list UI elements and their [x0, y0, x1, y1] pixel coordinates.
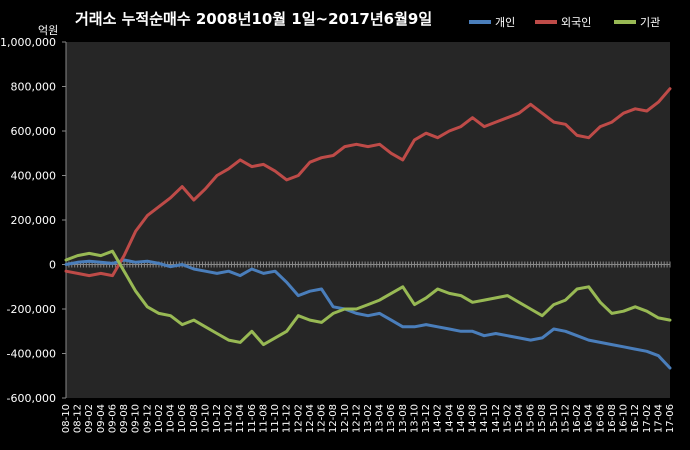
x-tick-label: 12-04	[305, 404, 316, 433]
y-tick-label: 600,000	[11, 125, 57, 138]
y-tick-label: 0	[49, 259, 56, 272]
x-tick-label: 09-06	[107, 404, 118, 433]
x-tick-label: 10-10	[200, 404, 211, 433]
x-tick-label: 10-02	[154, 404, 165, 433]
y-tick-label: 400,000	[11, 170, 57, 183]
y-tick-label: 800,000	[11, 81, 57, 94]
x-tick-label: 13-12	[421, 404, 432, 433]
x-tick-label: 13-08	[398, 404, 409, 433]
y-tick-label: -600,000	[7, 392, 56, 405]
y-tick-label: -200,000	[7, 303, 56, 316]
x-ticks: 08-10 08-12 09-02 09-04 09-06 09-08 09-10 09-12…	[61, 404, 676, 433]
x-tick-label: 14-02	[433, 404, 444, 433]
x-tick-label: 14-12	[491, 404, 502, 433]
series-line-외국인	[64, 87, 672, 278]
x-tick-label: 11-10	[270, 404, 281, 433]
x-tick-label: 10-12	[212, 404, 223, 433]
x-tick-label: 10-06	[177, 404, 188, 433]
x-tick-label: 12-10	[340, 404, 351, 433]
legend-label: 외국인	[561, 16, 591, 29]
x-tick-label: 15-06	[526, 404, 537, 433]
x-tick-label: 09-08	[119, 404, 130, 433]
x-tick-label: 11-06	[247, 404, 258, 433]
plot-area	[66, 42, 670, 398]
x-tick-label: 16-02	[572, 404, 583, 433]
x-tick-label: 13-04	[375, 404, 386, 433]
x-tick-label: 14-10	[479, 404, 490, 433]
x-tick-label: 17-04	[653, 404, 664, 433]
x-tick-label: 12-02	[293, 404, 304, 433]
x-tick-label: 15-04	[514, 404, 525, 433]
legend: 개인 외국인 기관	[469, 16, 660, 29]
x-tick-label: 16-08	[607, 404, 618, 433]
y-tick-label: -400,000	[7, 348, 56, 361]
chart-title: 거래소 누적순매수 2008년10월 1일~2017년6월9일	[75, 10, 432, 28]
x-tick-label: 09-04	[96, 404, 107, 433]
x-tick-label: 09-02	[84, 404, 95, 433]
x-tick-label: 09-12	[142, 404, 153, 433]
x-tick-label: 12-08	[328, 404, 339, 433]
x-tick-label: 15-08	[537, 404, 548, 433]
x-tick-label: 13-10	[409, 404, 420, 433]
x-tick-label: 08-12	[73, 404, 84, 433]
x-tick-label: 15-10	[549, 404, 560, 433]
x-tick-label: 16-10	[619, 404, 630, 433]
x-tick-label: 10-08	[189, 404, 200, 433]
legend-label: 기관	[640, 16, 660, 29]
x-tick-label: 12-12	[351, 404, 362, 433]
y-ticks: 1,000,000 800,000 600,000 400,000 200,000 0 -2…	[0, 36, 66, 405]
y-axis-label: 억원	[38, 24, 58, 37]
x-tick-label: 14-06	[456, 404, 467, 433]
x-tick-label: 15-02	[502, 404, 513, 433]
x-tick-label: 14-04	[444, 404, 455, 433]
x-tick-label: 11-04	[235, 404, 246, 433]
x-tick-label: 11-02	[224, 404, 235, 433]
x-tick-label: 16-12	[630, 404, 641, 433]
x-tick-label: 15-12	[560, 404, 571, 433]
x-tick-label: 11-12	[282, 404, 293, 433]
x-tick-label: 08-10	[61, 404, 72, 433]
series-line-기관	[64, 249, 672, 347]
x-tick-label: 12-06	[317, 404, 328, 433]
y-tick-label: 200,000	[11, 214, 57, 227]
x-tick-label: 16-06	[595, 404, 606, 433]
series-lines	[64, 87, 672, 370]
series-line-개인	[64, 258, 672, 370]
x-tick-label: 09-10	[131, 404, 142, 433]
y-tick-label: 1,000,000	[0, 36, 56, 49]
x-tick-label: 14-08	[468, 404, 479, 433]
x-tick-label: 16-04	[584, 404, 595, 433]
x-tick-label: 13-06	[386, 404, 397, 433]
x-tick-label: 11-08	[258, 404, 269, 433]
x-tick-label: 10-04	[166, 404, 177, 433]
x-tick-label: 17-06	[665, 404, 676, 433]
x-tick-label: 13-02	[363, 404, 374, 433]
x-tick-label: 17-02	[642, 404, 653, 433]
legend-label: 개인	[495, 16, 515, 29]
